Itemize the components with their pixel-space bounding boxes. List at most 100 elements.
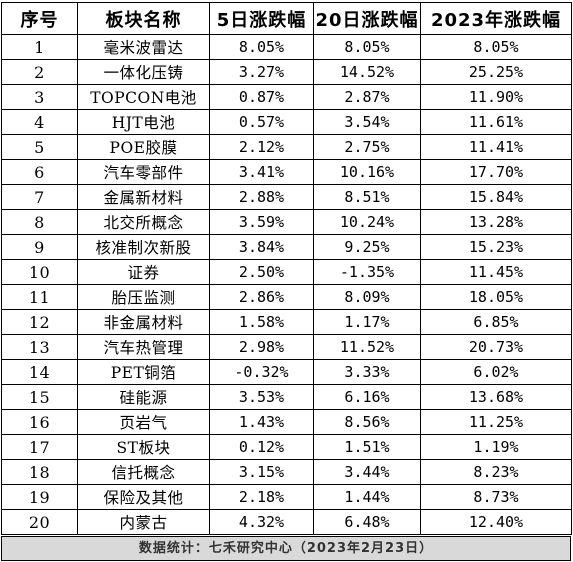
change-20day: 6.16% bbox=[313, 384, 421, 410]
sector-name: 页岩气 bbox=[77, 409, 210, 435]
change-ytd: 12.40% bbox=[420, 509, 572, 535]
row-index: 4 bbox=[1, 109, 78, 135]
change-5day: 2.88% bbox=[209, 184, 314, 210]
change-20day: 9.25% bbox=[313, 234, 421, 260]
change-20day: 10.24% bbox=[313, 209, 421, 235]
row-index: 3 bbox=[1, 84, 78, 110]
change-ytd: 8.05% bbox=[420, 34, 572, 60]
change-5day: 1.58% bbox=[209, 309, 314, 335]
table-row: 14 PET铜箔 -0.32% 3.33% 6.02% bbox=[1, 359, 572, 385]
change-ytd: 25.25% bbox=[420, 59, 572, 85]
change-5day: 4.32% bbox=[209, 509, 314, 535]
sector-name: 毫米波雷达 bbox=[77, 34, 210, 60]
sector-name: 北交所概念 bbox=[77, 209, 210, 235]
table-row: 5 POE胶膜 2.12% 2.75% 11.41% bbox=[1, 134, 572, 160]
sector-name: 内蒙古 bbox=[77, 509, 210, 535]
row-index: 5 bbox=[1, 134, 78, 160]
row-index: 15 bbox=[1, 384, 78, 410]
change-20day: 10.16% bbox=[313, 159, 421, 185]
table-body: 1 毫米波雷达 8.05% 8.05% 8.05% 2 一体化压铸 3.27% 14.52% 25… bbox=[1, 34, 572, 535]
change-ytd: 11.90% bbox=[420, 84, 572, 110]
table-row: 1 毫米波雷达 8.05% 8.05% 8.05% bbox=[1, 34, 572, 60]
change-5day: 3.15% bbox=[209, 459, 314, 485]
table-row: 13 汽车热管理 2.98% 11.52% 20.73% bbox=[1, 334, 572, 360]
sector-name: 硅能源 bbox=[77, 384, 210, 410]
change-ytd: 15.84% bbox=[420, 184, 572, 210]
change-5day: 3.53% bbox=[209, 384, 314, 410]
change-20day: 1.44% bbox=[313, 484, 421, 510]
change-20day: 3.54% bbox=[313, 109, 421, 135]
row-index: 10 bbox=[1, 259, 78, 285]
change-20day: 3.44% bbox=[313, 459, 421, 485]
row-index: 13 bbox=[1, 334, 78, 360]
change-5day: 3.41% bbox=[209, 159, 314, 185]
change-ytd: 20.73% bbox=[420, 334, 572, 360]
table-row: 20 内蒙古 4.32% 6.48% 12.40% bbox=[1, 509, 572, 535]
change-ytd: 8.73% bbox=[420, 484, 572, 510]
row-index: 7 bbox=[1, 184, 78, 210]
data-source-footer: 数据统计：七禾研究中心（2023年2月23日） bbox=[1, 536, 571, 561]
sector-name: 保险及其他 bbox=[77, 484, 210, 510]
change-5day: 2.98% bbox=[209, 334, 314, 360]
change-20day: 8.56% bbox=[313, 409, 421, 435]
change-5day: -0.32% bbox=[209, 359, 314, 385]
row-index: 12 bbox=[1, 309, 78, 335]
table-row: 7 金属新材料 2.88% 8.51% 15.84% bbox=[1, 184, 572, 210]
change-5day: 3.59% bbox=[209, 209, 314, 235]
change-5day: 0.12% bbox=[209, 434, 314, 460]
change-5day: 8.05% bbox=[209, 34, 314, 60]
header-ytd-change: 2023年涨跌幅 bbox=[420, 2, 572, 35]
change-ytd: 17.70% bbox=[420, 159, 572, 185]
table-row: 17 ST板块 0.12% 1.51% 1.19% bbox=[1, 434, 572, 460]
change-ytd: 11.61% bbox=[420, 109, 572, 135]
change-ytd: 11.25% bbox=[420, 409, 572, 435]
header-row: 序号 板块名称 5日涨跌幅 20日涨跌幅 2023年涨跌幅 bbox=[1, 2, 572, 35]
change-20day: -1.35% bbox=[313, 259, 421, 285]
sector-name: TOPCON电池 bbox=[77, 84, 210, 110]
header-5day-change: 5日涨跌幅 bbox=[209, 2, 314, 35]
sector-name: 汽车热管理 bbox=[77, 334, 210, 360]
sector-name: HJT电池 bbox=[77, 109, 210, 135]
change-5day: 0.57% bbox=[209, 109, 314, 135]
change-ytd: 8.23% bbox=[420, 459, 572, 485]
change-20day: 1.51% bbox=[313, 434, 421, 460]
table-row: 2 一体化压铸 3.27% 14.52% 25.25% bbox=[1, 59, 572, 85]
change-5day: 2.86% bbox=[209, 284, 314, 310]
change-20day: 3.33% bbox=[313, 359, 421, 385]
row-index: 11 bbox=[1, 284, 78, 310]
table-row: 6 汽车零部件 3.41% 10.16% 17.70% bbox=[1, 159, 572, 185]
table-row: 16 页岩气 1.43% 8.56% 11.25% bbox=[1, 409, 572, 435]
table-row: 9 核准制次新股 3.84% 9.25% 15.23% bbox=[1, 234, 572, 260]
sector-name: 金属新材料 bbox=[77, 184, 210, 210]
sector-name: POE胶膜 bbox=[77, 134, 210, 160]
change-ytd: 6.02% bbox=[420, 359, 572, 385]
table-row: 3 TOPCON电池 0.87% 2.87% 11.90% bbox=[1, 84, 572, 110]
change-20day: 1.17% bbox=[313, 309, 421, 335]
sector-name: 证券 bbox=[77, 259, 210, 285]
header-sector-name: 板块名称 bbox=[77, 2, 210, 35]
change-ytd: 6.85% bbox=[420, 309, 572, 335]
row-index: 9 bbox=[1, 234, 78, 260]
change-ytd: 13.68% bbox=[420, 384, 572, 410]
table-row: 8 北交所概念 3.59% 10.24% 13.28% bbox=[1, 209, 572, 235]
row-index: 2 bbox=[1, 59, 78, 85]
change-20day: 11.52% bbox=[313, 334, 421, 360]
change-ytd: 13.28% bbox=[420, 209, 572, 235]
sector-name: 一体化压铸 bbox=[77, 59, 210, 85]
row-index: 8 bbox=[1, 209, 78, 235]
row-index: 6 bbox=[1, 159, 78, 185]
row-index: 16 bbox=[1, 409, 78, 435]
change-5day: 2.50% bbox=[209, 259, 314, 285]
change-5day: 2.18% bbox=[209, 484, 314, 510]
change-5day: 1.43% bbox=[209, 409, 314, 435]
table-row: 19 保险及其他 2.18% 1.44% 8.73% bbox=[1, 484, 572, 510]
row-index: 17 bbox=[1, 434, 78, 460]
change-20day: 6.48% bbox=[313, 509, 421, 535]
change-20day: 2.87% bbox=[313, 84, 421, 110]
sector-name: 胎压监测 bbox=[77, 284, 210, 310]
change-5day: 0.87% bbox=[209, 84, 314, 110]
header-20day-change: 20日涨跌幅 bbox=[313, 2, 421, 35]
change-20day: 8.09% bbox=[313, 284, 421, 310]
row-index: 19 bbox=[1, 484, 78, 510]
